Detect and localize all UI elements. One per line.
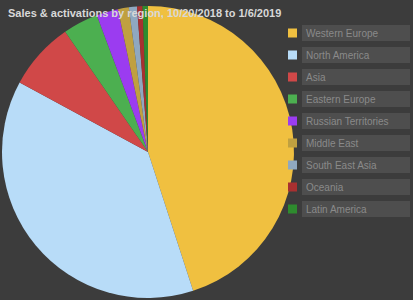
svg-text:Western Europe: Western Europe (306, 28, 379, 39)
svg-text:Sales & activations by region,: Sales & activations by region, 10/20/201… (8, 7, 281, 19)
svg-text:North America: North America (306, 50, 370, 61)
svg-text:Russian Territories: Russian Territories (306, 116, 389, 127)
svg-text:South East Asia: South East Asia (306, 160, 377, 171)
svg-text:Middle East: Middle East (306, 138, 358, 149)
svg-text:Asia: Asia (306, 72, 326, 83)
svg-text:Eastern Europe: Eastern Europe (306, 94, 376, 105)
svg-text:Latin America: Latin America (306, 204, 367, 215)
svg-text:Oceania: Oceania (306, 182, 344, 193)
